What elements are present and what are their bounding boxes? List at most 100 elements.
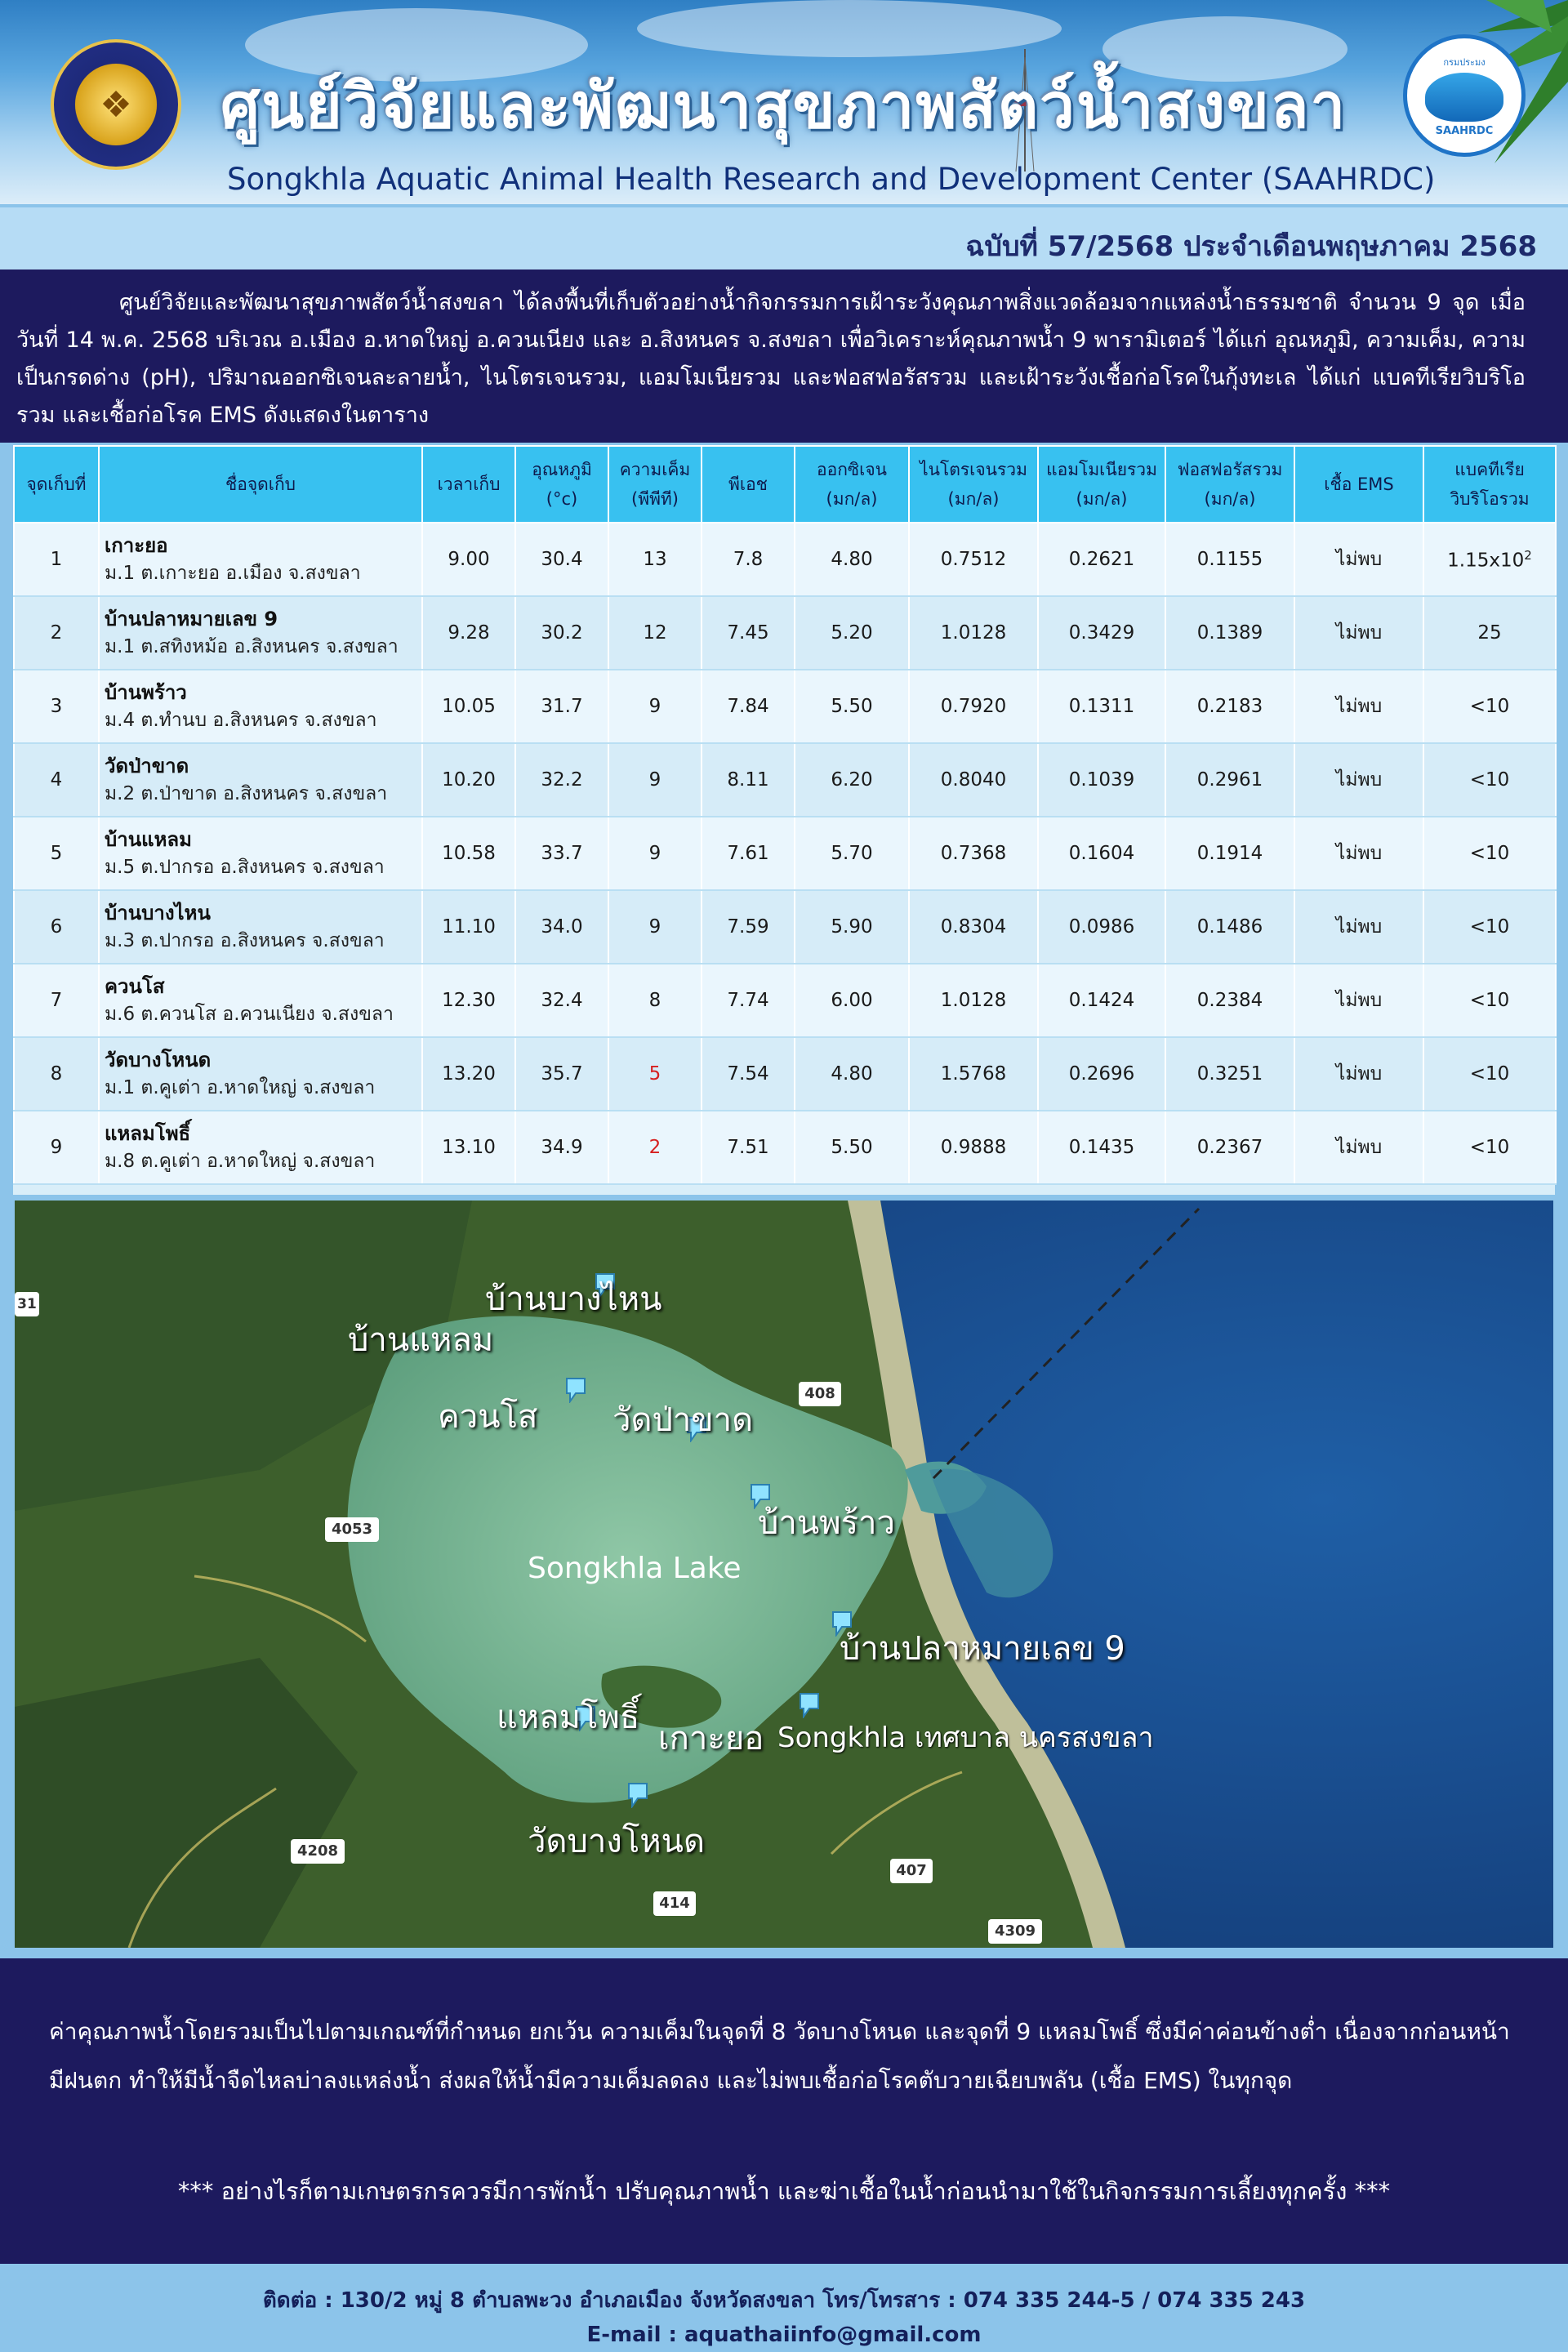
cell-vibrio: 1.15x102: [1423, 523, 1557, 597]
cell-vibrio: <10: [1423, 964, 1557, 1038]
cell-salinity: 2: [608, 1111, 702, 1185]
vibrio-value: 25: [1477, 622, 1502, 644]
cell-time: 12.30: [421, 964, 516, 1038]
cell-dissolved-oxygen: 5.50: [794, 670, 910, 744]
site-address: ม.1 ต.เกาะยอ อ.เมือง จ.สงขลา: [105, 563, 361, 584]
cell-ems: ไม่พบ: [1294, 670, 1424, 744]
cell-salinity: 9: [608, 817, 702, 891]
cell-total-phosphorus: 0.1914: [1165, 817, 1295, 891]
cell-temperature: 34.9: [514, 1111, 609, 1185]
cell-vibrio: <10: [1423, 1037, 1557, 1111]
site-name: บ้านบางไหน: [105, 902, 211, 924]
cell-ems: ไม่พบ: [1294, 890, 1424, 964]
road-31-shield: 31: [15, 1292, 39, 1316]
cell-ph: 7.45: [701, 596, 795, 670]
map-pin-icon[interactable]: [626, 1780, 650, 1811]
site-address: ม.6 ต.ควนโส อ.ควนเนียง จ.สงขลา: [105, 1004, 394, 1025]
road-414-shield: 414: [653, 1891, 696, 1916]
table-row: 7 ควนโส ม.6 ต.ควนโส อ.ควนเนียง จ.สงขลา 12.3…: [13, 964, 1557, 1038]
header-sampling-point: จุดเก็บที่: [13, 445, 100, 523]
cell-point-number: 9: [13, 1111, 100, 1185]
cell-time: 9.00: [421, 523, 516, 597]
site-address: ม.8 ต.คูเต่า อ.หาดใหญ่ จ.สงขลา: [105, 1151, 376, 1172]
header-total-nitrogen: ไนโตรเจนรวม (มก/ล): [908, 445, 1039, 523]
cell-point-number: 5: [13, 817, 100, 891]
table-row: 8 วัดบางโหนด ม.1 ต.คูเต่า อ.หาดใหญ่ จ.สงขล…: [13, 1037, 1557, 1111]
vibrio-value: 1.15x10: [1447, 550, 1525, 572]
cell-ph: 7.54: [701, 1037, 795, 1111]
cell-dissolved-oxygen: 5.20: [794, 596, 910, 670]
intro-section: ศูนย์วิจัยและพัฒนาสุขภาพสัตว์น้ำสงขลา ได…: [0, 270, 1568, 443]
cell-salinity: 8: [608, 964, 702, 1038]
marker-label-ko-yo: เกาะยอ: [658, 1720, 764, 1757]
cell-temperature: 32.4: [514, 964, 609, 1038]
vibrio-value: <10: [1469, 916, 1510, 938]
cell-point-number: 3: [13, 670, 100, 744]
header-site-name: ชื่อจุดเก็บ: [98, 445, 423, 523]
map-pin-icon[interactable]: [564, 1375, 588, 1406]
cell-ph: 7.74: [701, 964, 795, 1038]
header-dissolved-oxygen: ออกซิเจน (มก/ล): [794, 445, 910, 523]
emblem-icon: ❖: [75, 64, 157, 145]
cell-total-nitrogen: 0.7368: [908, 817, 1039, 891]
page-title-english: Songkhla Aquatic Animal Health Research …: [227, 162, 1436, 197]
cell-total-phosphorus: 0.2384: [1165, 964, 1295, 1038]
cell-site-name: บ้านพร้าว ม.4 ต.ทำนบ อ.สิงหนคร จ.สงขลา: [98, 670, 423, 744]
vibrio-value: <10: [1469, 990, 1510, 1011]
road-4309-shield: 4309: [988, 1919, 1042, 1944]
summary-section: ค่าคุณภาพน้ำโดยรวมเป็นไปตามเกณฑ์ที่กำหนด…: [0, 1958, 1568, 2264]
site-name: บ้านพร้าว: [105, 681, 187, 704]
cell-site-name: วัดป่าขาดม.2 ต.ป่าขาด อ.สิงหนคร จ.สงขลา: [98, 743, 423, 817]
summary-text: ค่าคุณภาพน้ำโดยรวมเป็นไปตามเกณฑ์ที่กำหนด…: [49, 2018, 1510, 2094]
map-pin-icon[interactable]: [593, 1271, 617, 1302]
site-address: ม.2 ต.ป่าขาด อ.สิงหนคร จ.สงขลา: [105, 783, 388, 804]
footer: ติดต่อ : 130/2 หมู่ 8 ตำบลพะวง อำเภอเมือ…: [0, 2264, 1568, 2352]
cloud: [245, 8, 588, 82]
map-pin-icon[interactable]: [830, 1609, 854, 1640]
cell-site-name: วัดบางโหนด ม.1 ต.คูเต่า อ.หาดใหญ่ จ.สงขลา: [98, 1037, 423, 1111]
map-pin-icon[interactable]: [748, 1481, 773, 1512]
cell-total-ammonia: 0.2621: [1037, 523, 1166, 597]
map-pin-icon[interactable]: [684, 1414, 709, 1446]
table-row: 5 บ้านแหลม ม.5 ต.ปากรอ อ.สิงหนคร จ.สงขลา 10…: [13, 817, 1557, 891]
site-address: ม.1 ต.สทิงหม้อ อ.สิงหนคร จ.สงขลา: [105, 636, 399, 657]
cell-time: 9.28: [421, 596, 516, 670]
header-total-ammonia: แอมโมเนียรวม (มก/ล): [1037, 445, 1166, 523]
map-pin-icon[interactable]: [573, 1704, 598, 1735]
cell-total-ammonia: 0.3429: [1037, 596, 1166, 670]
cell-dissolved-oxygen: 6.00: [794, 964, 910, 1038]
cell-temperature: 34.0: [514, 890, 609, 964]
issue-strip: ฉบับที่ 57/2568 ประจำเดือนพฤษภาคม 2568: [0, 207, 1568, 270]
vibrio-value: <10: [1469, 696, 1510, 717]
site-name: วัดป่าขาด: [105, 755, 189, 777]
header-salinity: ความเค็ม (พีพีที): [608, 445, 702, 523]
cell-point-number: 6: [13, 890, 100, 964]
vibrio-value: <10: [1469, 843, 1510, 864]
cell-vibrio: <10: [1423, 1111, 1557, 1185]
table-row: 9 แหลมโพธิ์ ม.8 ต.คูเต่า อ.หาดใหญ่ จ.สงขลา…: [13, 1111, 1557, 1185]
cell-ems: ไม่พบ: [1294, 596, 1424, 670]
table-header-row: จุดเก็บที่ ชื่อจุดเก็บ เวลาเก็บ อุณหภูมิ…: [13, 445, 1557, 523]
map-pin-icon[interactable]: [797, 1690, 822, 1722]
cell-total-ammonia: 0.1311: [1037, 670, 1166, 744]
cell-dissolved-oxygen: 4.80: [794, 1037, 910, 1111]
cell-dissolved-oxygen: 5.90: [794, 890, 910, 964]
cell-total-nitrogen: 1.0128: [908, 596, 1039, 670]
road-408-shield: 408: [799, 1382, 841, 1406]
cell-temperature: 35.7: [514, 1037, 609, 1111]
cell-ph: 7.84: [701, 670, 795, 744]
cell-total-ammonia: 0.1604: [1037, 817, 1166, 891]
cell-temperature: 33.7: [514, 817, 609, 891]
cell-total-phosphorus: 0.1389: [1165, 596, 1295, 670]
songkhla-lake: [347, 1316, 908, 1803]
header-total-phosphorus: ฟอสฟอรัสรวม (มก/ล): [1165, 445, 1295, 523]
cell-ph: 7.59: [701, 890, 795, 964]
cell-vibrio: <10: [1423, 743, 1557, 817]
cell-vibrio: <10: [1423, 670, 1557, 744]
cell-ph: 7.51: [701, 1111, 795, 1185]
cell-time: 10.20: [421, 743, 516, 817]
logo-label: SAAHRDC: [1435, 124, 1494, 137]
contact-address: ติดต่อ : 130/2 หมู่ 8 ตำบลพะวง อำเภอเมือ…: [262, 2288, 1306, 2313]
cell-salinity: 9: [608, 890, 702, 964]
contact-email[interactable]: E-mail : aquathaiinfo@gmail.com: [586, 2323, 982, 2347]
